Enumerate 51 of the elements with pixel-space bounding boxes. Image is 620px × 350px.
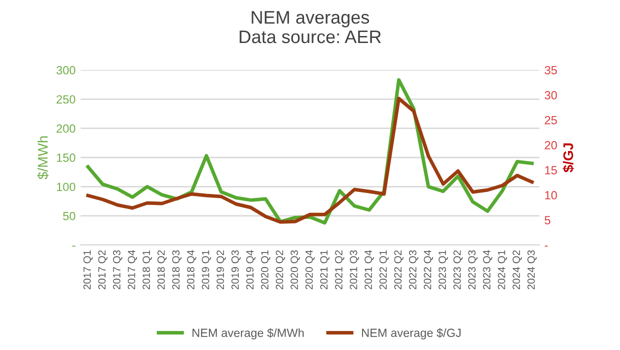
x-tick-label: 2017 Q3 — [113, 250, 122, 290]
x-tick-label: 2022 Q2 — [394, 250, 404, 290]
x-tick-label: 2024 Q3 — [527, 250, 537, 290]
y-tick-label: 50 — [63, 212, 76, 220]
x-tick-label: 2018 Q1 — [142, 250, 152, 290]
y2-tick-label: 35 — [544, 66, 557, 74]
y2-tick-label: 25 — [544, 116, 557, 124]
y-tick-label: 200 — [56, 124, 76, 133]
x-tick-label: 2022 Q3 — [409, 250, 418, 290]
y2-tick-label: 10 — [545, 191, 557, 200]
y-tick-label: 250 — [56, 95, 76, 104]
x-tick-label: 2021 Q3 — [350, 250, 360, 290]
chart-title: NEM averages Data source: AER — [240, 11, 381, 44]
x-tick-label: 2017 Q4 — [128, 250, 138, 290]
y2-tick-label: 20 — [544, 141, 557, 150]
x-tick-label: 2018 Q2 — [157, 250, 167, 290]
y-tick-label: 300 — [56, 66, 76, 74]
x-tick-label: 2023 Q3 — [468, 250, 478, 290]
y2-tick-label: 5 — [544, 216, 550, 224]
x-tick-label: 2023 Q2 — [453, 250, 463, 290]
x-tick-label: 2021 Q4 — [364, 250, 374, 290]
y-axis-title: $/MWh — [37, 136, 49, 180]
x-tick-label: 2020 Q1 — [261, 250, 270, 290]
x-tick-label: 2022 Q1 — [379, 250, 389, 290]
x-tick-label: 2017 Q1 — [83, 250, 93, 290]
y-tick-label: 150 — [56, 154, 76, 162]
x-tick-label: 2021 Q1 — [320, 250, 330, 290]
x-tick-label: 2023 Q1 — [438, 250, 448, 290]
x-tick-label: 2019 Q2 — [216, 250, 226, 290]
x-tick-label: 2019 Q4 — [246, 250, 256, 290]
x-tick-label: 2024 Q2 — [512, 250, 522, 290]
y-tick-label: 100 — [56, 182, 76, 192]
x-tick-label: 2018 Q4 — [187, 250, 196, 290]
legend-label: NEM average $/GJ — [362, 328, 461, 340]
x-tick-label: 2019 Q1 — [202, 250, 212, 290]
x-tick-label: 2021 Q2 — [335, 250, 344, 290]
x-tick-label: 2022 Q4 — [424, 250, 434, 290]
x-tick-label: 2023 Q4 — [483, 250, 492, 290]
x-tick-label: 2019 Q3 — [231, 250, 241, 290]
y2-axis-title: $/GJ — [562, 143, 574, 172]
x-tick-label: 2020 Q4 — [305, 250, 315, 290]
x-tick-label: 2018 Q3 — [172, 250, 182, 290]
y2-tick-label: 30 — [544, 91, 557, 100]
x-tick-label: 2020 Q3 — [290, 250, 300, 290]
x-tick-label: 2020 Q2 — [276, 250, 286, 290]
y-tick-label: - — [72, 246, 76, 247]
x-tick-label: 2017 Q2 — [98, 250, 108, 290]
legend-label: NEM average $/MWh — [192, 328, 304, 340]
y2-tick-label: 15 — [545, 166, 557, 174]
y2-tick-label: - — [544, 246, 548, 247]
x-tick-label: 2024 Q1 — [498, 250, 508, 290]
